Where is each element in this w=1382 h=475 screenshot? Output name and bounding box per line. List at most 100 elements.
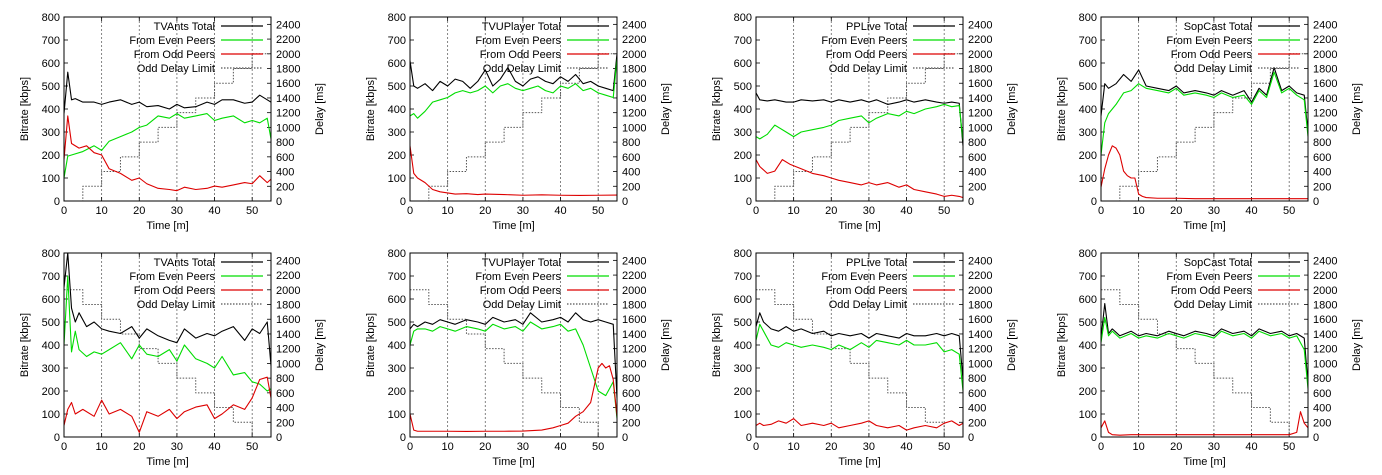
x-tick-label: 40 [208, 205, 220, 217]
x-tick-label: 30 [517, 205, 529, 217]
legend-label-delay: Odd Delay Limit [483, 63, 561, 75]
y2-tick-label: 1400 [1313, 329, 1337, 341]
y-tick-label: 800 [734, 248, 752, 260]
y2-tick-label: 800 [968, 373, 986, 385]
y2-tick-label: 2400 [622, 19, 646, 31]
legend-label-total: PPLive Total [846, 257, 907, 269]
y2-tick-label: 0 [622, 432, 628, 444]
y2-tick-label: 1600 [622, 78, 646, 90]
legend-label-total: SopCast Total [1184, 257, 1252, 269]
x-tick-label: 50 [246, 205, 258, 217]
legend-label-delay: Odd Delay Limit [829, 63, 907, 75]
legend-label-delay: Odd Delay Limit [137, 299, 215, 311]
chart-panel-5: 0 10 20 30 40 5001002003004005006007008000200… [19, 248, 326, 468]
y-tick-label: 300 [42, 127, 60, 139]
y2-tick-label: 800 [622, 137, 640, 149]
y-tick-label: 100 [42, 409, 60, 421]
y2-tick-label: 1800 [968, 300, 992, 312]
y2-tick-label: 2400 [968, 19, 992, 31]
x-tick-label: 20 [825, 205, 837, 217]
plot-frame [755, 16, 964, 202]
legend-label-even: From Even Peers [1166, 35, 1252, 47]
y2-tick-label: 1800 [276, 64, 300, 76]
series-line-even [64, 113, 271, 179]
y2-tick-label: 2000 [622, 49, 646, 61]
legend-label-delay: Odd Delay Limit [1174, 63, 1252, 75]
y2-tick-label: 1400 [1313, 93, 1337, 105]
y2-axis-title: Delay [ms] [1006, 319, 1018, 371]
y2-tick-label: 600 [1313, 388, 1331, 400]
legend: PPLive Total From Even Peers From Odd Peer… [821, 21, 955, 75]
y-tick-label: 300 [42, 363, 60, 375]
y2-tick-label: 1800 [1313, 300, 1337, 312]
y2-tick-label: 1400 [276, 93, 300, 105]
y-tick-label: 800 [42, 248, 60, 260]
y-tick-label: 100 [734, 173, 752, 185]
y2-tick-label: 1600 [276, 78, 300, 90]
x-tick-label: 20 [1170, 205, 1182, 217]
y-tick-label: 300 [734, 363, 752, 375]
x-axis-title: Time [m] [146, 456, 188, 468]
y2-tick-label: 2000 [1313, 49, 1337, 61]
y-tick-label: 400 [734, 104, 752, 116]
y2-tick-label: 200 [1313, 417, 1331, 429]
y-tick-label: 0 [746, 432, 752, 444]
y-tick-label: 200 [388, 150, 406, 162]
plot-frame [63, 252, 272, 438]
x-tick-label: 0 [61, 441, 67, 453]
y-tick-label: 0 [400, 196, 406, 208]
legend-label-even: From Even Peers [821, 35, 907, 47]
y-tick-label: 600 [388, 294, 406, 306]
series-line-odd [64, 376, 271, 433]
x-tick-label: 40 [1245, 205, 1257, 217]
series-line-even [756, 323, 963, 392]
chart-panel-2: 0 10 20 30 40 5001002003004005006007008000200… [365, 12, 672, 232]
y2-tick-label: 1000 [968, 358, 992, 370]
y2-tick-label: 1800 [622, 300, 646, 312]
legend-label-even: From Even Peers [1166, 271, 1252, 283]
x-tick-label: 40 [900, 205, 912, 217]
x-tick-label: 0 [61, 205, 67, 217]
series-line-delay [64, 53, 271, 201]
y-tick-label: 800 [42, 12, 60, 24]
y-tick-label: 100 [388, 409, 406, 421]
y2-tick-label: 0 [276, 196, 282, 208]
y-tick-label: 100 [734, 409, 752, 421]
y-tick-label: 700 [734, 271, 752, 283]
series-line-even [410, 58, 617, 119]
y2-tick-label: 1600 [622, 314, 646, 326]
chart-panel-4: 0 10 20 30 40 5001002003004005006007008000200… [1056, 12, 1363, 232]
plot-area [410, 53, 617, 201]
y2-tick-label: 200 [276, 417, 294, 429]
y2-tick-label: 800 [1313, 373, 1331, 385]
y-tick-label: 600 [1079, 294, 1097, 306]
y2-tick-label: 400 [276, 167, 294, 179]
y-tick-label: 500 [42, 317, 60, 329]
series-line-odd [64, 115, 271, 192]
y-tick-label: 500 [1079, 317, 1097, 329]
y2-tick-label: 1400 [276, 329, 300, 341]
x-tick-label: 0 [753, 441, 759, 453]
x-tick-label: 40 [554, 441, 566, 453]
legend-label-total: PPLive Total [846, 21, 907, 33]
y-tick-label: 500 [388, 81, 406, 93]
legend-label-odd: From Odd Peers [826, 285, 908, 297]
y2-tick-label: 200 [622, 417, 640, 429]
x-tick-label: 30 [171, 205, 183, 217]
y-tick-label: 700 [1079, 271, 1097, 283]
legend-label-total: TVAnts Total [154, 257, 215, 269]
y2-tick-label: 1400 [968, 329, 992, 341]
series-line-total [756, 312, 963, 380]
x-tick-label: 50 [592, 441, 604, 453]
y-tick-label: 0 [1091, 432, 1097, 444]
legend-label-odd: From Odd Peers [826, 49, 908, 61]
plot-frame [63, 16, 272, 202]
y-axis-title: Bitrate [kbps] [365, 77, 377, 141]
y-tick-label: 300 [1079, 363, 1097, 375]
y2-tick-label: 2200 [276, 270, 300, 282]
legend: TVAnts Total From Even Peers From Odd Peer… [129, 257, 263, 311]
y2-tick-label: 600 [622, 152, 640, 164]
plot-frame [755, 252, 964, 438]
x-tick-label: 10 [788, 441, 800, 453]
